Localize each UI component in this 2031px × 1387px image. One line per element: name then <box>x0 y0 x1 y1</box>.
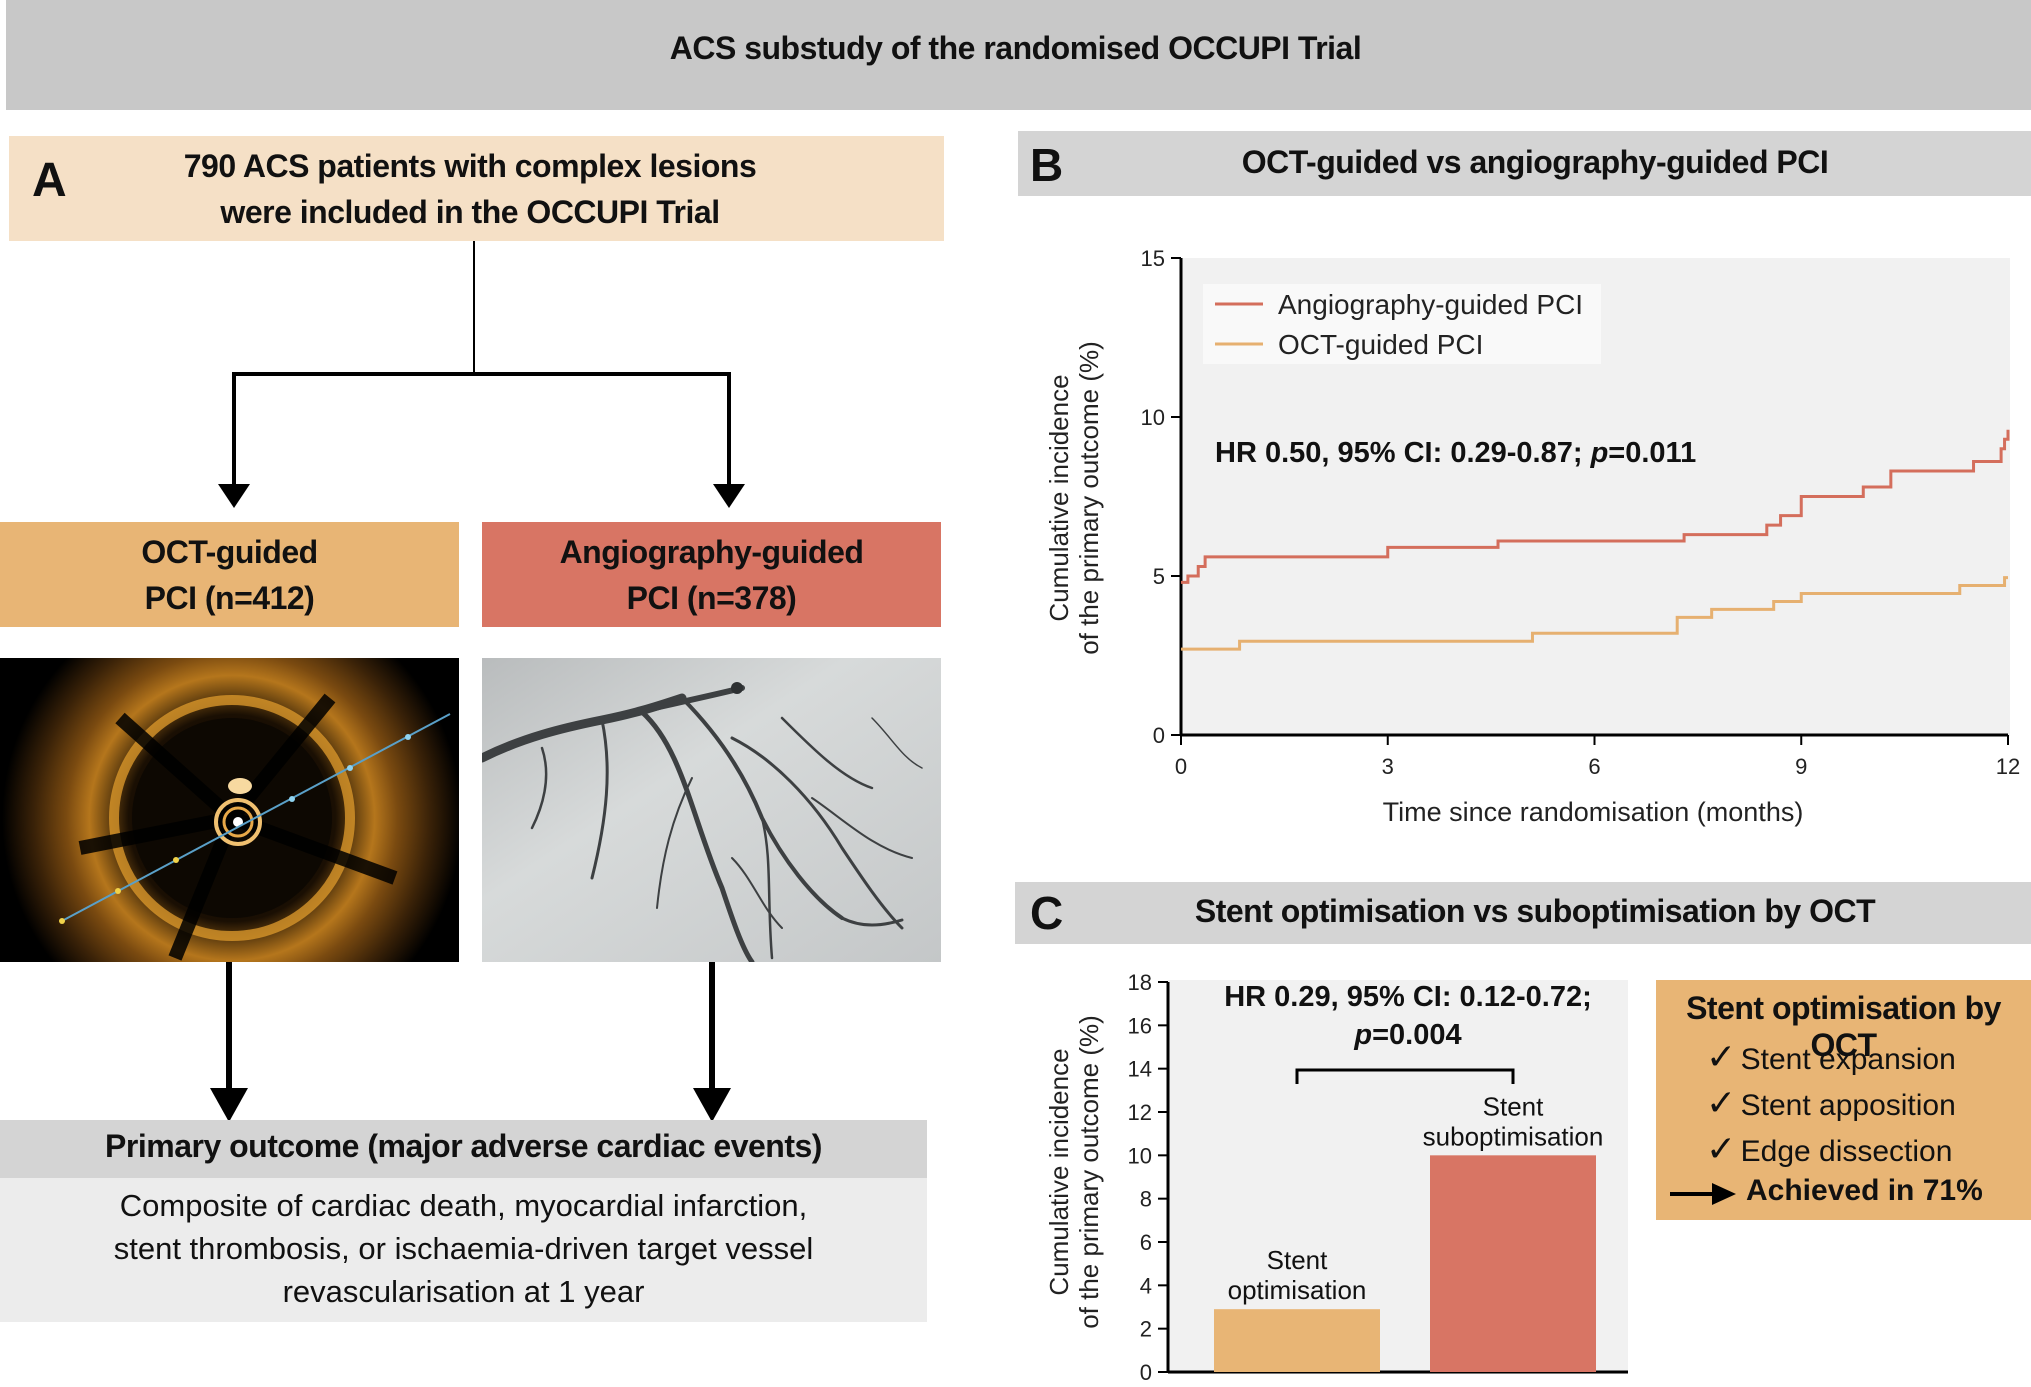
bar-y-tick-label: 0 <box>1140 1360 1152 1385</box>
bar-y-tick-label: 16 <box>1128 1013 1152 1038</box>
bar-p-value: p=0.004 <box>1353 1019 1461 1051</box>
km-y-axis-title-1: Cumulative incidence <box>1044 374 1074 621</box>
km-chart: 0 5 10 15 0 3 6 9 12 Angiography-guided PCI OCT-… <box>1044 246 2021 827</box>
panel-c-header <box>1015 882 2031 944</box>
km-legend-box <box>1203 284 1601 364</box>
bar-y-tick-label: 12 <box>1128 1100 1152 1125</box>
bar-category-label-line1: Stent <box>1483 1091 1544 1121</box>
bar-y-tick-label: 6 <box>1140 1230 1152 1255</box>
primary-outcome-title: Primary outcome (major adverse cardiac e… <box>105 1128 822 1164</box>
split-line <box>232 372 731 420</box>
right-arrow-icon <box>1670 1183 1736 1205</box>
bar-y-tick-label: 18 <box>1128 970 1152 995</box>
km-hazard-ratio: HR 0.50, 95% CI: 0.29-0.87; p=0.011 <box>1215 437 1696 469</box>
criterion-apposition: ✓ Stent apposition <box>1706 1082 1956 1124</box>
legend-label-oct: OCT-guided PCI <box>1278 329 1483 360</box>
arrow-head-angio <box>713 484 745 508</box>
panel-b-title: OCT-guided vs angiography-guided PCI <box>1241 144 1829 180</box>
km-hr-text: HR 0.50, 95% CI: 0.29-0.87; <box>1215 437 1591 469</box>
bar-y-axis-title-2: of the primary outcome (%) <box>1074 1015 1104 1329</box>
check-icon: ✓ <box>1706 1036 1737 1077</box>
primary-outcome-body <box>0 1178 927 1322</box>
oct-image <box>0 658 459 962</box>
bar-y-tick-label: 14 <box>1128 1057 1152 1082</box>
bar-y-tick-label: 8 <box>1140 1187 1152 1212</box>
check-icon: ✓ <box>1706 1128 1737 1169</box>
criterion-label: Stent expansion <box>1740 1043 1956 1076</box>
bar-hazard-ratio: HR 0.29, 95% CI: 0.12-0.72; <box>1224 981 1592 1013</box>
bar-stent-suboptimisation <box>1430 1155 1596 1372</box>
oct-arm-box <box>0 522 459 627</box>
km-x-tick-label: 12 <box>1996 754 2020 779</box>
km-line-oct <box>1181 576 2008 651</box>
km-axes: 0 5 10 15 0 3 6 9 12 <box>1141 246 2021 779</box>
km-series <box>1181 429 2010 651</box>
criterion-expansion: ✓ Stent expansion <box>1706 1036 1956 1078</box>
arrow-head-angio-outcome <box>693 1088 731 1122</box>
km-x-tick-label: 3 <box>1382 754 1394 779</box>
bar-category-label-line2: suboptimisation <box>1423 1121 1604 1151</box>
oct-arm-label: OCT-guided PCI (n=412) <box>0 529 459 621</box>
arrow-head-oct-outcome <box>210 1088 248 1122</box>
flow-arrows <box>210 241 745 1122</box>
km-p-value: =0.011 <box>1608 437 1696 469</box>
bar-p-label: p <box>1353 1019 1372 1051</box>
km-x-axis-title: Time since randomisation (months) <box>1383 797 1804 827</box>
outcome-line-3: revascularisation at 1 year <box>282 1274 645 1309</box>
achieved-rate: Achieved in 71% <box>1746 1174 1983 1207</box>
significance-bracket <box>1295 1068 1515 1084</box>
km-y-tick-label: 10 <box>1141 405 1165 430</box>
km-x-tick-label: 0 <box>1175 754 1187 779</box>
oct-arm-line-1: OCT-guided <box>141 534 318 570</box>
check-icon: ✓ <box>1706 1082 1737 1123</box>
criterion-label: Edge dissection <box>1740 1135 1953 1168</box>
title-banner <box>6 0 2031 110</box>
outcome-line-1: Composite of cardiac death, myocardial i… <box>119 1188 808 1223</box>
panel-c-title: Stent optimisation vs suboptimisation by… <box>1194 893 1876 929</box>
km-y-axis-title-2: of the primary outcome (%) <box>1074 341 1104 655</box>
bar-y-tick-label: 10 <box>1128 1143 1152 1168</box>
optimisation-criteria-title: Stent optimisation by OCT <box>1686 990 2001 1063</box>
primary-outcome-definition: Composite of cardiac death, myocardial i… <box>40 1184 887 1313</box>
primary-outcome-header <box>0 1120 927 1178</box>
panel-c-label: C <box>1030 887 1064 939</box>
optimisation-criteria-box <box>1656 980 2031 1220</box>
arrow-head-oct <box>218 484 250 508</box>
enrolment-box <box>9 136 944 241</box>
bar-p-number: =0.004 <box>1372 1019 1462 1051</box>
oct-arm-line-2: PCI (n=412) <box>144 580 315 616</box>
angio-arm-line-1: Angiography-guided <box>559 534 864 570</box>
bar-category-label-line1: Stent <box>1267 1245 1328 1275</box>
km-y-tick-label: 15 <box>1141 246 1165 271</box>
panel-b-header <box>1018 131 2031 196</box>
page-title: ACS substudy of the randomised OCCUPI Tr… <box>669 30 1362 66</box>
km-x-tick-label: 9 <box>1795 754 1807 779</box>
legend-label-angio: Angiography-guided PCI <box>1278 289 1583 320</box>
angio-arm-box <box>482 522 941 627</box>
km-line-angiography <box>1181 429 2010 584</box>
km-y-tick-label: 5 <box>1153 564 1165 589</box>
enrolment-line-2: were included in the OCCUPI Trial <box>220 194 720 230</box>
angio-arm-line-2: PCI (n=378) <box>626 580 797 616</box>
km-p-label: p <box>1590 437 1609 469</box>
outcome-line-2: stent thrombosis, or ischaemia-driven ta… <box>113 1231 814 1266</box>
enrolment-line-1: 790 ACS patients with complex lesions <box>183 148 757 184</box>
angiography-image <box>482 658 941 962</box>
km-x-tick-label: 6 <box>1588 754 1600 779</box>
bar-y-tick-label: 4 <box>1140 1273 1152 1298</box>
bar-y-axis-title-1: Cumulative incidence <box>1044 1048 1074 1295</box>
km-y-tick-label: 0 <box>1153 723 1165 748</box>
bar-stent-optimisation <box>1214 1309 1380 1372</box>
enrolment-text: 790 ACS patients with complex lesions we… <box>170 143 770 235</box>
bar-category-label-line2: optimisation <box>1228 1275 1367 1305</box>
bar-y-tick-label: 2 <box>1140 1317 1152 1342</box>
panel-a-label: A <box>32 154 67 207</box>
panel-b-label: B <box>1030 139 1064 191</box>
criterion-edge-dissection: ✓ Edge dissection <box>1706 1128 1952 1170</box>
angio-arm-label: Angiography-guided PCI (n=378) <box>482 529 941 621</box>
criterion-label: Stent apposition <box>1740 1089 1956 1122</box>
